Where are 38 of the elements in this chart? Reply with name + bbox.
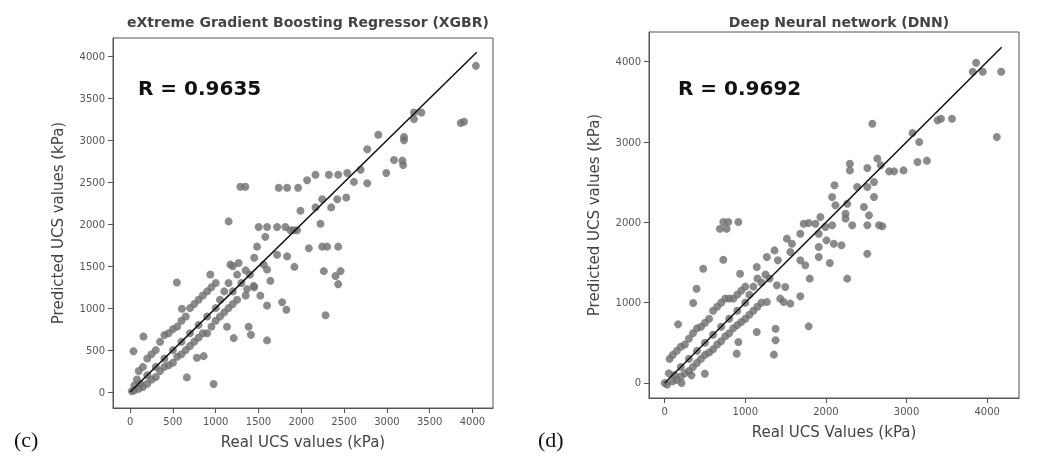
y-axis-title: Predicted UCS values (kPa) [584, 113, 603, 317]
x-tick-label: 4000 [459, 415, 486, 427]
chart-title: eXtreme Gradient Boosting Regressor (XGBR) [127, 14, 489, 30]
y-tick-label: 2000 [79, 218, 105, 230]
x-tick-label: 3000 [893, 405, 920, 417]
x-tick-label: 1500 [245, 415, 272, 427]
y-tick-label: 4000 [79, 50, 105, 62]
y-tick-label: 1000 [79, 302, 105, 314]
y-tick-label: 0 [98, 386, 105, 398]
x-tick-label: 2000 [813, 405, 839, 417]
x-tick-label: 3000 [374, 415, 400, 427]
y-tick-label: 2500 [79, 176, 105, 188]
x-tick-label: 1000 [202, 415, 229, 427]
text: (d) [538, 426, 564, 452]
x-tick-label: 500 [163, 415, 183, 427]
y-tick-label: 3000 [615, 136, 641, 148]
x-tick-label: 0 [126, 415, 134, 427]
y-tick-label: 3000 [79, 134, 105, 146]
y-axis-title: Predicted UCS values (kPa) [48, 121, 67, 325]
x-tick-label: 2000 [288, 415, 315, 427]
chart-title: Deep Neural network (DNN) [728, 14, 950, 30]
x-axis-title: Real UCS values (kPa) [220, 432, 386, 451]
x-tick-label: 3500 [416, 415, 443, 427]
y-tick-label: 1000 [615, 297, 641, 309]
x-tick-label: 2500 [331, 415, 357, 427]
text: (c) [14, 426, 39, 452]
y-tick-label: 0 [634, 377, 641, 389]
annotation: R = 0.9635 [138, 76, 262, 100]
y-tick-label: 3500 [79, 92, 105, 104]
y-tick-label: 500 [85, 344, 105, 356]
y-tick-label: 2000 [615, 216, 641, 228]
y-tick-label: 4000 [615, 56, 641, 68]
y-tick-label: 1500 [79, 260, 105, 272]
x-axis-title: Real UCS Values (kPa) [751, 422, 917, 441]
x-tick-label: 0 [661, 405, 668, 417]
annotation: R = 0.9692 [678, 76, 802, 100]
x-tick-label: 1000 [732, 405, 759, 417]
x-tick-label: 4000 [974, 405, 1000, 417]
